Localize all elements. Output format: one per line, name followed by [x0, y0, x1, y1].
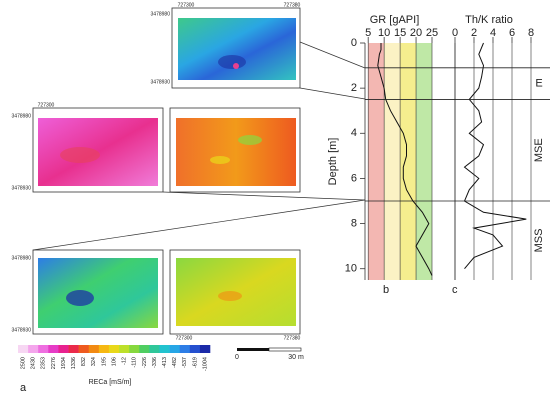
colorbar-label: -336: [152, 357, 158, 368]
colorbar-label: 1336: [71, 357, 77, 369]
connectors: [32, 41, 366, 251]
colorbar-swatch: [129, 345, 140, 353]
gr-band: [368, 43, 385, 280]
zone-label: MSS: [533, 229, 545, 253]
colorbar-swatch: [98, 345, 110, 353]
colorbar-swatch: [38, 345, 49, 353]
colorbar-swatch: [78, 345, 90, 353]
x-tick-label: 20: [410, 27, 422, 39]
map-middle-right: [169, 107, 301, 193]
x-tick-label: 25: [426, 27, 438, 39]
map-x-label: 727380: [284, 335, 301, 341]
map-x-label: 727380: [284, 2, 301, 8]
y-tick-label: 10: [345, 263, 357, 275]
colorbar-swatch: [179, 345, 191, 353]
colorbar-swatch: [18, 345, 29, 353]
x-tick-label: 6: [509, 27, 515, 39]
x-tick-label: 15: [394, 27, 406, 39]
colorbar-label: 2353: [41, 357, 47, 369]
colorbar-label: -226: [142, 357, 148, 368]
x-tick-label: 8: [528, 27, 534, 39]
colorbar-swatch: [88, 345, 100, 353]
colorbar-label: 1934: [61, 357, 67, 369]
colorbar-label: 106: [111, 357, 117, 366]
colorbar-label: 195: [101, 357, 107, 366]
map-y-label: 3478930: [12, 185, 32, 191]
log-curve: [463, 42, 527, 270]
colorbar-swatch: [189, 345, 201, 353]
y-axis-title: Depth [m]: [327, 138, 339, 186]
axis-title: GR [gAPI]: [370, 14, 420, 26]
colorbar-swatch: [149, 345, 160, 353]
zone-label: MSE: [533, 138, 545, 162]
panel-label: a: [20, 382, 27, 394]
colorbar-swatch: [119, 345, 130, 353]
x-tick-label: 10: [378, 27, 390, 39]
colorbar-label: -482: [172, 357, 178, 368]
map-top: [171, 7, 301, 89]
y-tick-label: 6: [351, 172, 357, 184]
x-tick-label: 2: [471, 27, 477, 39]
colorbar-label: -110: [132, 357, 138, 368]
map-y-label: 3478980: [12, 255, 32, 261]
panel-label: b: [383, 284, 389, 296]
colorbar-swatch: [159, 345, 170, 353]
map-bottom-right: [169, 249, 301, 335]
colorbar-swatch: [28, 345, 39, 353]
colorbar-label: 2500: [21, 357, 27, 369]
scale-label: 0: [235, 354, 239, 361]
colorbar-label: 2276: [51, 357, 57, 369]
colorbar-swatch: [48, 345, 59, 353]
zone-label: E: [535, 78, 542, 90]
colorbar-label: -413: [162, 357, 168, 368]
map-middle-left: [32, 107, 164, 193]
colorbar-label: -1004: [202, 357, 208, 371]
map-x-label: 727300: [178, 2, 195, 8]
map-y-label: 3478980: [151, 11, 171, 17]
y-tick-label: 2: [351, 82, 357, 94]
colorbar-swatch: [199, 345, 211, 353]
y-tick-label: 8: [351, 217, 357, 229]
colorbar-swatch: [58, 345, 69, 353]
colorbar-label: -12: [122, 357, 128, 365]
colorbar-label: 324: [91, 357, 97, 366]
x-tick-label: 0: [452, 27, 458, 39]
colorbar-title: RECa [mS/m]: [89, 379, 132, 386]
colorbar: 2500 2430 2353 2276 1934 1336 832 324 195 106 -12-…: [18, 345, 211, 371]
x-tick-label: 5: [365, 27, 371, 39]
panel-label: c: [452, 284, 458, 296]
gr-band: [384, 43, 401, 280]
map-x-label: 727300: [38, 102, 55, 108]
colorbar-swatch: [68, 345, 79, 353]
colorbar-swatch: [139, 345, 150, 353]
well-logs: 5 10 15 20 25 GR [gAPI] 0 2 4 6 8 10 Depth [m] 0 2 4 6 8 T…: [327, 14, 550, 280]
gr-band: [416, 43, 432, 280]
colorbar-swatch: [169, 345, 180, 353]
map-x-label: 727300: [176, 335, 193, 341]
y-tick-label: 0: [351, 37, 357, 49]
colorbar-swatch: [108, 345, 120, 353]
scale-bar: [237, 347, 302, 352]
colorbar-label: -619: [192, 357, 198, 368]
map-y-label: 3478930: [12, 327, 32, 333]
colorbar-label: 832: [81, 357, 87, 366]
y-tick-label: 4: [351, 127, 357, 139]
log-curve: [377, 43, 433, 276]
map-y-label: 3478980: [12, 113, 32, 119]
map-bottom-left: [32, 249, 164, 335]
x-tick-label: 4: [490, 27, 496, 39]
gr-band: [400, 43, 417, 280]
axis-title: Th/K ratio: [465, 14, 513, 26]
colorbar-label: 2430: [31, 357, 37, 369]
scale-label: 30 m: [288, 354, 304, 361]
colorbar-label: -537: [182, 357, 188, 368]
map-y-label: 3478930: [151, 79, 171, 85]
